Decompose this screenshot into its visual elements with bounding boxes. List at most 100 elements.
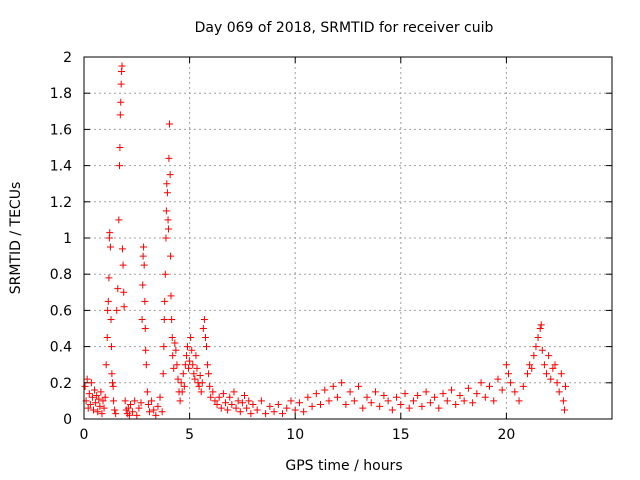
data-point xyxy=(557,370,565,378)
data-point xyxy=(120,288,128,296)
data-point xyxy=(422,388,430,396)
data-point xyxy=(247,410,255,418)
data-point xyxy=(141,325,149,332)
data-point xyxy=(150,406,158,414)
data-point xyxy=(187,334,195,342)
data-point xyxy=(494,375,502,383)
data-point xyxy=(534,334,542,342)
data-point xyxy=(505,370,513,378)
data-point xyxy=(106,229,114,237)
data-point xyxy=(226,393,234,401)
data-point xyxy=(141,297,149,305)
data-point xyxy=(304,393,312,401)
data-point xyxy=(173,361,181,369)
data-point xyxy=(86,401,94,409)
data-point xyxy=(99,397,107,405)
data-point xyxy=(101,393,109,401)
data-point xyxy=(140,243,148,251)
data-point xyxy=(498,386,506,394)
data-point xyxy=(553,379,561,387)
data-point xyxy=(88,393,96,401)
data-point xyxy=(524,370,532,378)
data-point xyxy=(279,410,287,418)
data-point xyxy=(346,388,354,396)
data-point xyxy=(95,395,103,403)
data-point xyxy=(162,207,170,215)
data-point xyxy=(181,361,189,369)
data-point xyxy=(90,406,98,414)
data-point xyxy=(435,404,443,412)
data-point xyxy=(163,189,171,197)
data-point xyxy=(199,325,207,332)
data-point xyxy=(102,361,110,369)
data-point xyxy=(118,245,126,253)
y-axis-label: SRMTID / TECUs xyxy=(8,182,24,295)
data-point xyxy=(217,404,225,412)
data-point xyxy=(137,399,145,407)
data-point xyxy=(206,382,214,390)
data-point xyxy=(165,154,173,162)
data-point xyxy=(119,261,127,269)
y-tick-label: 1.8 xyxy=(50,86,72,102)
data-point xyxy=(540,361,548,369)
grid xyxy=(84,56,612,419)
data-point xyxy=(107,315,115,323)
data-point xyxy=(190,370,198,378)
data-point xyxy=(121,397,129,405)
data-point xyxy=(312,390,320,398)
data-point xyxy=(177,379,185,387)
data-point xyxy=(148,397,156,405)
data-point xyxy=(115,162,123,170)
data-point xyxy=(222,399,230,407)
x-tick-label: 10 xyxy=(286,427,304,443)
data-point xyxy=(559,397,567,405)
data-point xyxy=(538,346,546,354)
data-point xyxy=(85,390,93,398)
data-point xyxy=(160,315,168,323)
data-point xyxy=(92,399,100,407)
data-point xyxy=(355,382,363,390)
y-tick-label: 1.6 xyxy=(50,122,72,138)
data-point xyxy=(234,397,242,405)
data-point xyxy=(188,346,196,354)
data-point xyxy=(371,388,379,396)
data-point xyxy=(105,274,113,282)
data-point xyxy=(129,408,137,416)
data-point xyxy=(164,216,172,224)
data-point xyxy=(172,346,180,354)
data-point xyxy=(232,404,240,412)
data-point xyxy=(551,361,559,369)
data-point xyxy=(241,391,249,399)
data-point xyxy=(103,334,111,342)
data-point xyxy=(228,401,236,409)
data-point xyxy=(325,397,333,405)
data-point xyxy=(342,401,350,409)
data-point xyxy=(333,393,341,401)
x-axis-label: GPS time / hours xyxy=(285,458,402,474)
data-point xyxy=(87,379,95,387)
data-point xyxy=(439,390,447,398)
data-point xyxy=(183,343,191,351)
data-point xyxy=(167,292,175,300)
data-point xyxy=(376,402,384,410)
data-point xyxy=(142,346,150,354)
data-point xyxy=(179,370,187,378)
data-point xyxy=(143,388,151,396)
data-point xyxy=(211,397,219,405)
data-point xyxy=(308,402,316,410)
data-point xyxy=(481,393,489,401)
data-point xyxy=(515,397,523,405)
data-point xyxy=(170,364,178,372)
data-point xyxy=(156,393,164,401)
data-point xyxy=(91,386,99,394)
data-point xyxy=(104,297,112,305)
x-tick-label: 15 xyxy=(392,427,410,443)
y-tick-label: 0.2 xyxy=(50,376,72,392)
data-point xyxy=(528,364,536,372)
data-point xyxy=(180,382,188,390)
data-point xyxy=(321,386,329,394)
y-tick-label: 0.6 xyxy=(50,303,72,319)
data-point xyxy=(161,270,169,278)
data-point xyxy=(185,364,193,372)
